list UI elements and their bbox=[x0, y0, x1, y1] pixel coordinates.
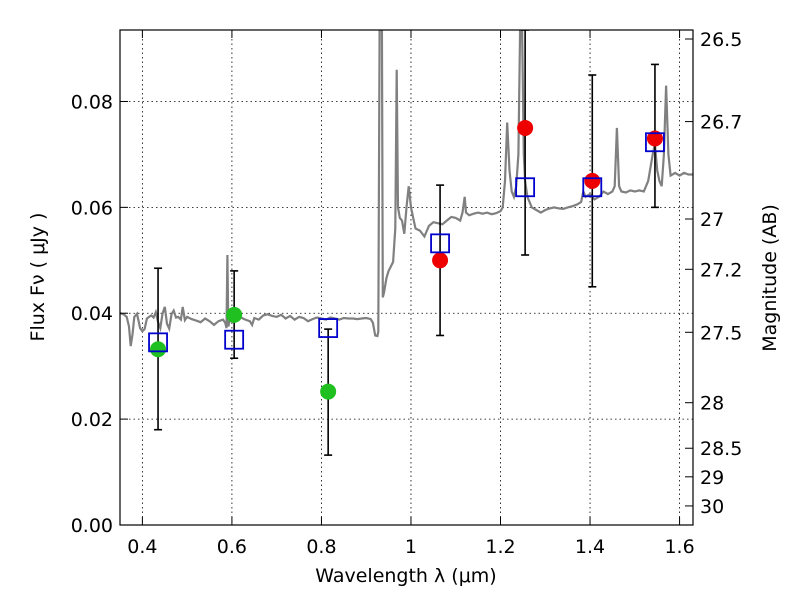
x-axis-title: Wavelength λ (μm) bbox=[315, 565, 496, 587]
right-tick-label: 27 bbox=[700, 209, 724, 231]
right-tick-label: 27.2 bbox=[700, 259, 742, 281]
right-axis-title: Magnitude (AB) bbox=[759, 204, 781, 352]
right-tick-label: 28 bbox=[700, 393, 724, 415]
observed-point-nir bbox=[432, 252, 449, 269]
x-tick-label: 1 bbox=[405, 536, 417, 558]
x-tick-label: 1.6 bbox=[664, 536, 694, 558]
x-axis-ticks: 0.4 0.6 0.8 1 1.2 1.4 1.6 bbox=[127, 30, 695, 558]
observed-point-nir bbox=[646, 130, 663, 147]
model-point bbox=[515, 177, 536, 198]
y-axis-title: Flux Fν ( μJy ) bbox=[27, 213, 49, 342]
right-tick-label: 29 bbox=[700, 467, 724, 489]
right-axis-ticks: 26.5 26.7 27 27.2 27.5 28 28.5 29 30 bbox=[685, 29, 742, 518]
right-tick-label: 27.5 bbox=[700, 322, 742, 344]
x-tick-label: 1.2 bbox=[485, 536, 515, 558]
y-axis-ticks: 0.00 0.02 0.04 0.06 0.08 bbox=[71, 91, 128, 537]
model-point bbox=[582, 177, 603, 198]
x-tick-label: 1.4 bbox=[575, 536, 605, 558]
x-tick-label: 0.6 bbox=[217, 536, 247, 558]
right-tick-label: 26.5 bbox=[700, 29, 742, 51]
grid-lines bbox=[120, 30, 693, 525]
right-tick-label: 28.5 bbox=[700, 438, 742, 460]
observed-point-optical bbox=[150, 341, 167, 358]
error-bars bbox=[154, 30, 659, 456]
y-tick-label: 0.04 bbox=[71, 303, 113, 325]
right-tick-label: 26.7 bbox=[700, 112, 742, 134]
observed-point-optical bbox=[226, 306, 243, 323]
plot-area bbox=[120, 30, 693, 456]
y-tick-label: 0.02 bbox=[71, 409, 113, 431]
right-tick-label: 30 bbox=[700, 496, 724, 518]
model-point bbox=[148, 332, 168, 353]
model-point bbox=[224, 329, 245, 350]
y-tick-label: 0.00 bbox=[71, 515, 113, 537]
model-point bbox=[430, 233, 450, 254]
model-photometry-points bbox=[148, 132, 665, 353]
y-tick-label: 0.06 bbox=[71, 197, 113, 219]
y-tick-label: 0.08 bbox=[71, 91, 113, 113]
observed-point-optical bbox=[320, 383, 337, 400]
observed-point-nir bbox=[584, 172, 601, 189]
model-point bbox=[318, 318, 339, 338]
model-point bbox=[645, 132, 665, 153]
observed-point-nir bbox=[517, 119, 534, 136]
model-spectrum-line bbox=[120, 30, 693, 347]
x-tick-label: 0.8 bbox=[306, 536, 336, 558]
plot-frame bbox=[119, 29, 694, 526]
x-tick-label: 0.4 bbox=[127, 536, 157, 558]
